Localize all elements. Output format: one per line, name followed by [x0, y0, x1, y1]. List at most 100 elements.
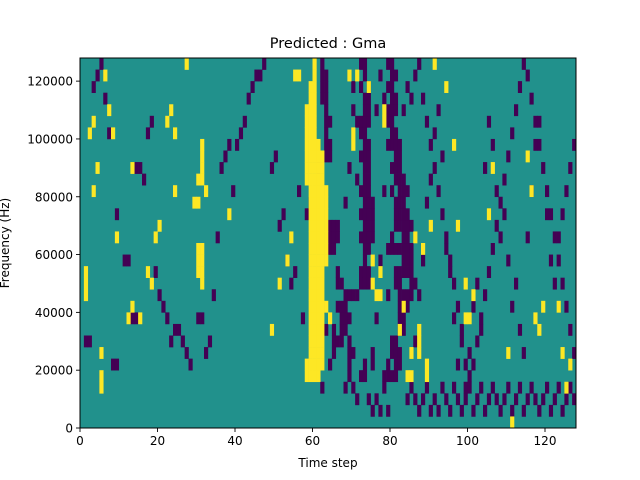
heatmap-cell-high [506, 347, 511, 359]
heatmap-cell-low [130, 312, 135, 325]
heatmap-cell-low [366, 277, 371, 290]
heatmap-cell-low [335, 266, 340, 278]
heatmap-cell-low [393, 243, 399, 255]
heatmap-cell-low [545, 208, 550, 221]
heatmap-cell-low [405, 289, 410, 302]
heatmap-cell-low [397, 219, 402, 232]
heatmap-cell-high [320, 219, 325, 232]
heatmap-cell-low [568, 323, 573, 336]
heatmap-cell-low [548, 404, 554, 417]
heatmap-cell-low [448, 254, 453, 267]
heatmap-cell-high [421, 243, 426, 255]
heatmap-cell-low [401, 243, 406, 255]
heatmap-cell-high [316, 231, 321, 244]
heatmap-cell-low [393, 92, 399, 105]
heatmap-cell-low [359, 266, 364, 278]
heatmap-cell-low [510, 404, 515, 417]
heatmap-cell-high [304, 138, 309, 151]
heatmap-cell-high [200, 138, 205, 151]
heatmap-cell-high [312, 185, 317, 198]
heatmap-cell-high [463, 312, 468, 325]
heatmap-cell-high [324, 243, 329, 255]
heatmap-cell-high [564, 381, 569, 394]
heatmap-cell-low [366, 208, 371, 221]
heatmap-cell-low [444, 243, 449, 255]
heatmap-cell-high [316, 185, 321, 198]
heatmap-cell-high [308, 115, 313, 128]
heatmap-cell-high [355, 69, 360, 82]
heatmap-cell-low [440, 381, 445, 394]
heatmap-cell-low [529, 92, 534, 105]
heatmap-cell-low [548, 254, 554, 267]
heatmap-cell-low [246, 92, 251, 105]
heatmap-cell-low [390, 370, 395, 383]
heatmap-cell-low [397, 196, 402, 209]
heatmap-cell-high [409, 370, 414, 383]
heatmap-cell-low [343, 289, 348, 302]
heatmap-cell-low [405, 219, 410, 232]
heatmap-cell-high [277, 277, 282, 290]
heatmap-cell-high [126, 312, 131, 325]
heatmap-cell-low [401, 323, 406, 336]
heatmap-cell-low [362, 162, 368, 174]
heatmap-cell-high [382, 115, 387, 128]
heatmap-cell-low [401, 289, 406, 302]
heatmap-cell-low [393, 335, 399, 348]
heatmap-cell-low [331, 219, 337, 232]
heatmap-cell-high [316, 150, 321, 163]
heatmap-cell-low [126, 254, 131, 267]
x-axis: 0 20 40 60 80 100 120 [76, 428, 556, 448]
heatmap-cell-low [359, 185, 364, 198]
heatmap-cell-low [366, 219, 371, 232]
heatmap-cell-low [401, 208, 406, 221]
heatmap-cell-low [390, 69, 395, 82]
heatmap-cell-low [335, 277, 340, 290]
heatmap-cell-low [343, 300, 348, 313]
heatmap-cell-high [204, 185, 209, 198]
heatmap-cell-high [192, 196, 197, 209]
heatmap-cell-low [471, 358, 476, 371]
heatmap-cell-low [386, 404, 391, 417]
heatmap-cell-low [196, 312, 201, 325]
heatmap-cell-low [370, 231, 375, 244]
heatmap-cell-low [479, 323, 484, 336]
heatmap-cell-low [99, 58, 104, 70]
heatmap-cell-low [188, 358, 193, 371]
heatmap-cell-low [405, 254, 410, 267]
heatmap-cell-low [517, 81, 523, 93]
heatmap-cell-low [320, 58, 325, 70]
heatmap-cell-low [366, 92, 371, 105]
heatmap-cell-high [308, 231, 313, 244]
heatmap-cell-low [134, 312, 139, 325]
heatmap-cell-high [568, 358, 573, 371]
heatmap-cell-low [440, 208, 445, 221]
heatmap-cell-high [312, 196, 317, 209]
heatmap-cell-high [312, 312, 317, 325]
heatmap-cell-high [308, 300, 313, 313]
heatmap-cell-low [498, 404, 503, 417]
heatmap-cell-low [490, 381, 495, 394]
heatmap-cell-high [312, 231, 317, 244]
heatmap-cell-high [316, 323, 321, 336]
heatmap-cell-high [308, 162, 313, 174]
heatmap-cell-low [428, 138, 433, 151]
heatmap-cell-low [545, 185, 550, 198]
heatmap-cell-low [238, 127, 244, 140]
x-tick-label: 20 [150, 434, 165, 448]
heatmap-cell-low [91, 81, 96, 93]
heatmap-cell-low [335, 231, 340, 244]
heatmap-cell-high [537, 323, 542, 336]
heatmap-cell-high [312, 358, 317, 371]
heatmap-cell-high [312, 323, 317, 336]
heatmap-cell-low [215, 231, 220, 244]
heatmap-cell-low [424, 115, 430, 128]
heatmap-cell-high [455, 219, 461, 232]
heatmap-cell-low [103, 92, 108, 105]
heatmap-cell-high [308, 185, 313, 198]
heatmap-cell-high [312, 58, 317, 70]
heatmap-cell-low [390, 92, 395, 105]
x-tick-label: 120 [534, 434, 557, 448]
heatmap-cell-low [347, 162, 352, 174]
heatmap-cell-low [490, 138, 495, 151]
heatmap-cell-high [370, 254, 375, 267]
